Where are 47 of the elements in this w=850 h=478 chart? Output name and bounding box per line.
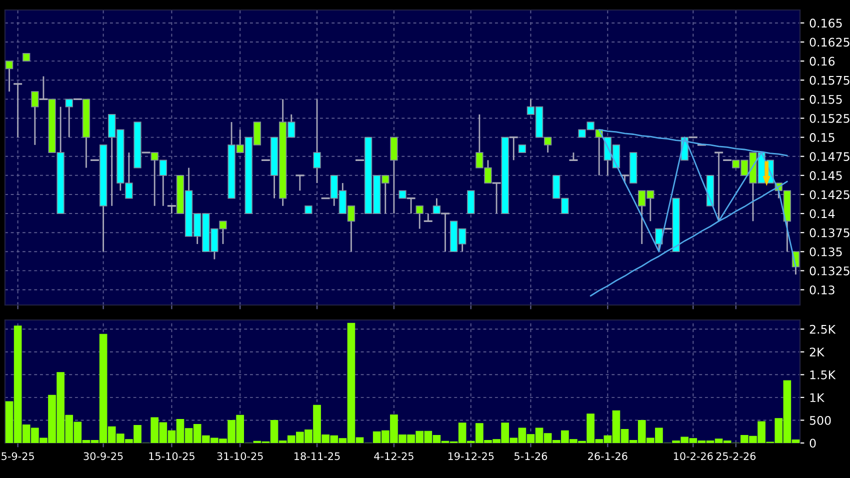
candlestick	[5, 60, 14, 92]
y-tick-label: 0.155	[810, 94, 842, 104]
candlestick	[440, 212, 450, 252]
y-tick-label: 0.1575	[810, 76, 850, 85]
x-tick-label: 18-11-25	[294, 452, 340, 460]
x-tick-label: 5-9-25	[2, 452, 34, 460]
candlestick	[313, 98, 321, 184]
x-tick-label: 15-10-25	[149, 452, 194, 460]
candlestick	[296, 174, 304, 192]
candlestick	[390, 136, 398, 214]
y-tick-label: 2K	[810, 348, 825, 356]
y-tick-label: 0	[810, 438, 816, 448]
x-tick-label: 4-12-25	[374, 452, 414, 460]
x-tick-label: 25-2-26	[716, 452, 756, 460]
candlestick	[416, 205, 424, 230]
candlestick	[167, 205, 176, 214]
x-tick-label: 19-12-25	[448, 452, 494, 460]
x-tick-label: 26-1-26	[588, 452, 628, 460]
candlestick	[714, 152, 724, 222]
y-tick-label: 500	[810, 416, 831, 425]
y-tick-label: 0.16	[810, 56, 835, 66]
y-tick-label: 0.165	[810, 18, 842, 28]
y-tick-label: 0.13	[810, 285, 834, 294]
candlestick	[406, 197, 416, 214]
x-tick-label: 31-10-25	[217, 452, 263, 460]
candlestick	[14, 83, 22, 138]
y-tick-label: 0.1475	[810, 152, 850, 162]
y-tick-label: 0.14	[810, 209, 835, 218]
y-tick-label: 0.145	[810, 171, 842, 180]
x-tick-label: 5-1-26	[514, 452, 548, 460]
x-tick-label: 30-9-25	[84, 452, 123, 460]
y-tick-label: 1.5K	[810, 370, 836, 380]
y-tick-label: 0.1425	[810, 190, 850, 200]
candlestick	[492, 182, 501, 214]
candlestick	[39, 76, 48, 100]
y-tick-label: 0.135	[810, 247, 842, 256]
candlestick	[509, 136, 518, 161]
y-tick-label: 0.1625	[810, 38, 850, 47]
x-tick-label: 10-2-26	[674, 452, 713, 460]
y-tick-label: 0.15	[810, 133, 834, 142]
y-tick-label: 0.1525	[810, 114, 850, 123]
candlestick	[467, 190, 475, 214]
y-tick-label: 0.1375	[810, 228, 850, 238]
candlestick	[424, 212, 432, 222]
y-tick-label: 1K	[810, 393, 825, 402]
y-tick-label: 0.1325	[810, 266, 850, 276]
y-tick-label: 2.5K	[810, 324, 836, 334]
